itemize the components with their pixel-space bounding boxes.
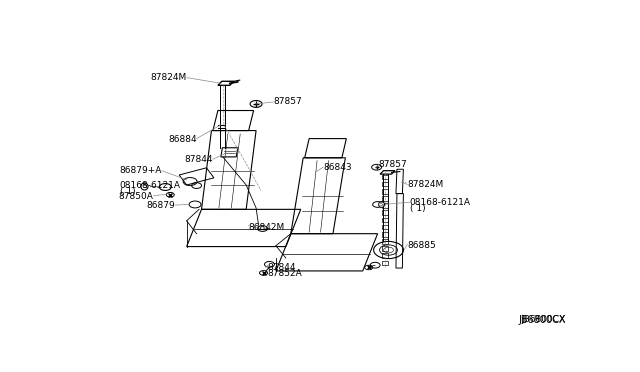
Text: 87844: 87844	[268, 263, 296, 272]
Text: 87844: 87844	[184, 155, 213, 164]
Text: 86879: 86879	[147, 201, 175, 210]
Text: S: S	[142, 183, 147, 189]
Text: 86843: 86843	[323, 163, 351, 172]
Text: 86842M: 86842M	[249, 223, 285, 232]
Text: 87824M: 87824M	[150, 73, 187, 82]
Text: 87852A: 87852A	[268, 269, 302, 278]
Text: 86879+A: 86879+A	[120, 166, 162, 175]
Text: 87857: 87857	[379, 160, 407, 169]
Text: ( 1): ( 1)	[410, 204, 426, 213]
Text: 87850A: 87850A	[118, 192, 154, 201]
Text: 08168-6121A: 08168-6121A	[120, 181, 180, 190]
Text: ( 1): ( 1)	[120, 187, 135, 196]
Text: JB6800CX: JB6800CX	[522, 315, 566, 324]
Text: 86884: 86884	[168, 135, 196, 144]
Text: JB6800CX: JB6800CX	[518, 315, 566, 325]
Text: 87824M: 87824M	[408, 180, 444, 189]
Text: S: S	[380, 202, 383, 207]
Text: 86885: 86885	[408, 241, 436, 250]
Text: 08168-6121A: 08168-6121A	[410, 198, 471, 207]
Text: 87857: 87857	[273, 97, 302, 106]
